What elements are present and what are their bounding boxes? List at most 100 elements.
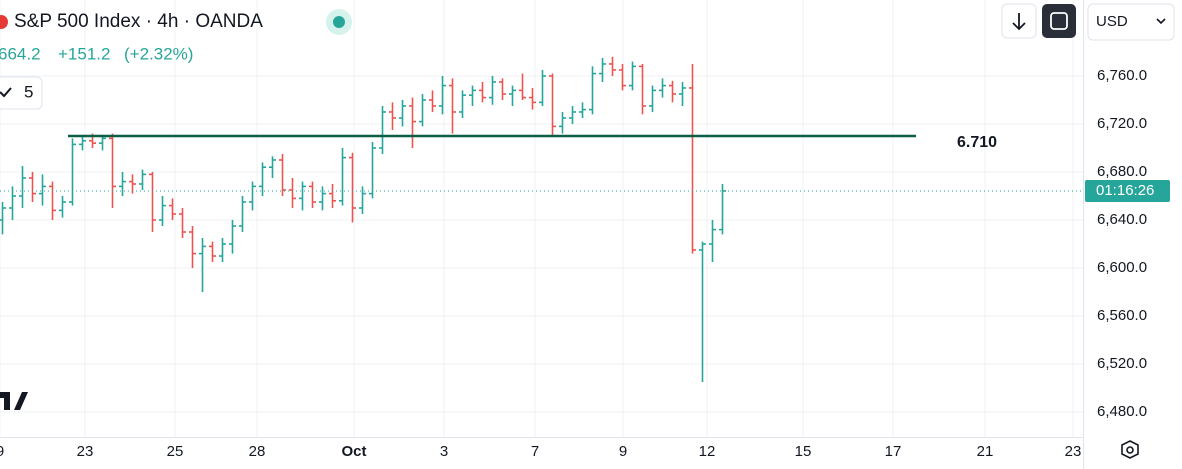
chart-title: S&P 500 Index · 4h · OANDA xyxy=(14,11,263,32)
ohlc-bar xyxy=(699,241,706,383)
countdown-box xyxy=(1085,179,1170,202)
ohlc-bar xyxy=(239,195,246,233)
y-tick-label: 6,520.0 xyxy=(1097,355,1147,372)
settings-icon-center xyxy=(1126,446,1134,454)
fullscreen-button[interactable] xyxy=(1042,4,1076,38)
ohlc-bar xyxy=(259,162,266,196)
currency: USD xyxy=(1096,13,1128,30)
ohlc-bar xyxy=(439,75,446,115)
ohlc-bar xyxy=(419,93,426,127)
chevron-icon xyxy=(1156,18,1166,25)
ohlc-bar xyxy=(279,153,286,196)
ohlc-bar xyxy=(369,141,376,199)
ohlc-bar xyxy=(99,134,106,151)
ohlc-bar xyxy=(249,181,256,211)
ohlc-bar xyxy=(579,102,586,118)
x-tick-label: 21 xyxy=(977,443,994,460)
ohlc-bar xyxy=(349,152,356,223)
x-tick-label: 3 xyxy=(440,443,448,460)
countdown: 01:16:26 xyxy=(1096,182,1154,199)
ohlc-bar xyxy=(269,156,276,178)
x-tick-label: 15 xyxy=(795,443,812,460)
y-tick-label: 6,640.0 xyxy=(1097,211,1147,228)
x-tick-label: 7 xyxy=(531,443,539,460)
ohlc-bar xyxy=(489,75,496,105)
ohlc-bar xyxy=(609,56,616,76)
logo xyxy=(0,392,28,410)
x-tick-label: 9 xyxy=(0,443,4,460)
ohlc-bar xyxy=(379,105,386,154)
ohlc-bar xyxy=(79,135,86,151)
ohlc-bar xyxy=(339,147,346,206)
x-tick-label: 23 xyxy=(77,443,94,460)
y-tick-label: 6,680.0 xyxy=(1097,163,1147,180)
x-tick-label: 28 xyxy=(249,443,266,460)
ohlc-bar xyxy=(499,78,506,100)
ohlc-bar xyxy=(529,87,536,110)
change: +151.2 xyxy=(58,44,110,63)
arrow-icon xyxy=(1012,13,1026,31)
ohlc-bar xyxy=(219,238,226,263)
ohlc-bar xyxy=(39,174,46,206)
ohlc-bar xyxy=(199,238,206,293)
ohlc-bar xyxy=(569,105,576,124)
ohlc-bar xyxy=(189,226,196,269)
ohlc-bar xyxy=(309,181,316,208)
ohlc-bar xyxy=(659,78,666,98)
change-pct: (+2.32%) xyxy=(124,44,193,63)
ohlc-bar xyxy=(359,186,366,214)
ohlc-bar xyxy=(59,195,66,218)
ohlc-bar xyxy=(129,174,136,194)
ohlc-bar xyxy=(409,97,416,148)
ohlc-bar xyxy=(429,90,436,112)
grid xyxy=(0,0,1083,437)
ohlc-bar xyxy=(519,73,526,100)
ohlc-bar xyxy=(149,171,156,233)
ohlc-bar xyxy=(19,165,26,208)
ohlc-bar xyxy=(669,80,676,103)
ohlc-bar xyxy=(709,220,716,263)
ohlc-bar xyxy=(399,99,406,127)
ohlc-bar xyxy=(449,78,456,134)
ohlc-bar xyxy=(389,102,396,130)
ohlc-bar xyxy=(9,186,16,221)
y-tick-label: 6,760.0 xyxy=(1097,67,1147,84)
ohlc-bar xyxy=(479,81,486,103)
ohlc-bar xyxy=(139,169,146,190)
ohlc-bar xyxy=(209,241,216,263)
ohlc-bar xyxy=(119,171,126,196)
x-tick-label: 17 xyxy=(885,443,902,460)
ohlc-bar xyxy=(169,198,176,221)
ohlc-bar xyxy=(509,85,516,106)
ohlc-bar xyxy=(539,69,546,106)
ohlc-bar xyxy=(689,63,696,254)
status-dot xyxy=(333,16,345,28)
y-tick-label: 6,720.0 xyxy=(1097,115,1147,132)
ohlc-bar xyxy=(329,183,336,208)
ohlc-bar xyxy=(459,90,466,118)
ohlc-bar xyxy=(179,207,186,239)
x-tick-label: 12 xyxy=(699,443,716,460)
indicators-box[interactable] xyxy=(0,76,43,110)
ohlc-bar xyxy=(49,181,56,221)
currency-select[interactable] xyxy=(1087,3,1175,41)
ohlc-bar xyxy=(549,73,556,136)
settings-icon[interactable] xyxy=(1121,440,1139,459)
fullscreen-icon xyxy=(1050,12,1068,30)
x-tick-label: 25 xyxy=(167,443,184,460)
ohlc-bar xyxy=(229,220,236,254)
ohlc-bar xyxy=(299,181,306,211)
ohlc-bar xyxy=(109,133,116,208)
y-tick-label: 6,600.0 xyxy=(1097,259,1147,276)
quote: 664.2 xyxy=(0,44,41,63)
ohlc-bar xyxy=(469,85,476,106)
check-icon xyxy=(0,87,12,98)
ohlc-bar xyxy=(629,61,636,91)
header: S&P 500 Index · 4h · OANDA 664.2 +151.2 … xyxy=(0,9,352,110)
x-tick-label: 23 xyxy=(1065,443,1082,460)
ohlc-bar xyxy=(599,57,606,82)
ohlc-bar xyxy=(639,63,646,115)
ohlc-bar xyxy=(29,171,36,202)
